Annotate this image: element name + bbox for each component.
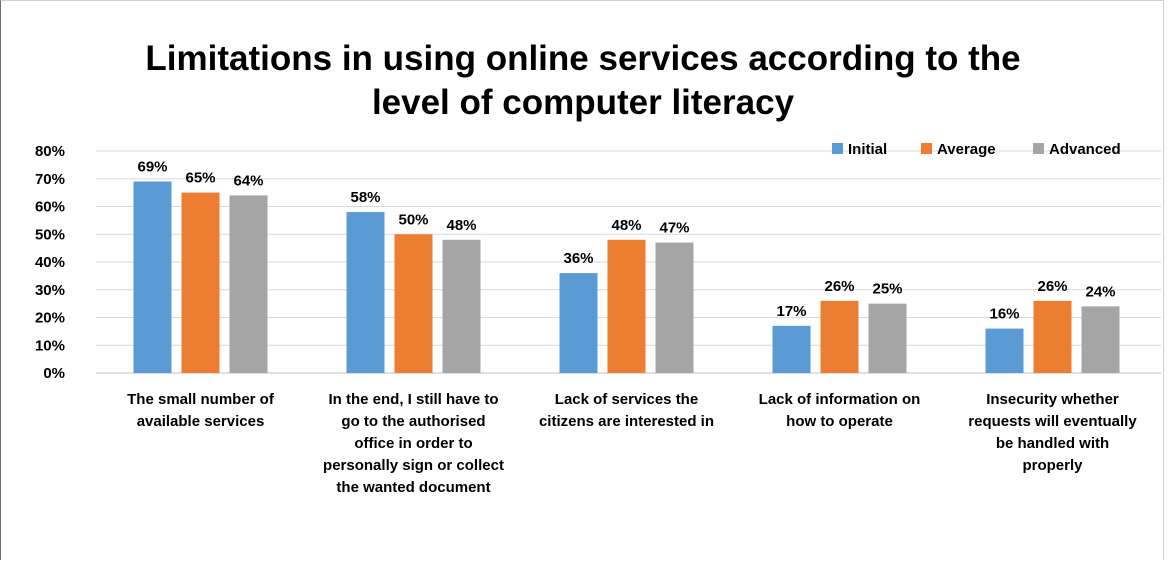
y-tick-label: 0% [43,365,65,382]
data-label: 50% [398,211,428,228]
y-tick-label: 30% [35,282,65,299]
x-tick-label: The small number of available services [127,391,275,430]
data-label: 47% [659,220,689,237]
data-label: 48% [611,217,641,234]
legend-label-advanced: Advanced [1049,141,1121,158]
x-tick-label: Lack of information on how to operate [759,391,921,430]
x-tick-label: In the end, I still have to go to the aut… [323,391,504,496]
y-tick-label: 10% [35,337,65,354]
y-tick-label: 80% [35,143,65,160]
data-label: 69% [137,159,167,176]
x-tick-label-line: available services [137,413,265,430]
data-label: 64% [233,172,263,189]
x-tick-label-line: Lack of information on [759,391,921,408]
data-label: 58% [350,189,380,206]
bar-average [1033,300,1072,373]
bar-average [607,239,646,373]
data-label: 26% [824,278,854,295]
bar-advanced [1081,306,1120,373]
x-tick-label-line: citizens are interested in [539,413,714,430]
bar-advanced [229,195,268,373]
data-label: 24% [1085,283,1115,300]
bar-initial [133,181,172,373]
y-tick-label: 60% [35,199,65,216]
x-tick-label-line: requests will eventually [968,413,1137,430]
bar-average [820,300,859,373]
bar-average [394,234,433,373]
y-tick-label: 20% [35,310,65,327]
legend-label-average: Average [937,141,996,158]
x-tick-label-line: The small number of [127,391,275,408]
data-label: 26% [1037,278,1067,295]
bar-advanced [868,303,907,373]
legend-label-initial: Initial [848,141,887,158]
x-tick-label: Lack of services the citizens are interes… [539,391,714,430]
chart-title: Limitations in using online services acc… [145,39,1021,122]
y-tick-label: 40% [35,254,65,271]
x-tick-label-line: go to the authorised [341,413,485,430]
bar-initial [772,325,811,373]
x-tick-label-line: office in order to [354,435,472,452]
x-tick-label: Insecurity whether requests will eventual… [968,391,1137,474]
x-tick-label-line: be handled with [996,435,1109,452]
y-tick-label: 70% [35,171,65,188]
bar-initial [985,328,1024,373]
data-label: 65% [185,170,215,187]
bar-initial [559,273,598,373]
data-label: 16% [989,306,1019,323]
legend-swatch-initial [832,143,843,154]
bar-advanced [655,242,694,373]
y-tick-label: 50% [35,226,65,243]
data-label: 36% [563,250,593,267]
x-tick-label-line: Lack of services the [555,391,698,408]
legend-swatch-average [921,143,932,154]
data-label: 17% [776,303,806,320]
x-tick-label-line: In the end, I still have to [328,391,498,408]
data-label: 25% [872,281,902,298]
legend-swatch-advanced [1033,143,1044,154]
bar-initial [346,212,385,373]
x-tick-label-line: personally sign or collect [323,457,504,474]
x-tick-label-line: how to operate [786,413,893,430]
x-tick-label-line: properly [1022,457,1083,474]
bar-advanced [442,239,481,373]
x-tick-label-line: the wanted document [336,479,490,496]
data-label: 48% [446,217,476,234]
bar-average [181,192,220,373]
x-tick-label-line: Insecurity whether [986,391,1119,408]
